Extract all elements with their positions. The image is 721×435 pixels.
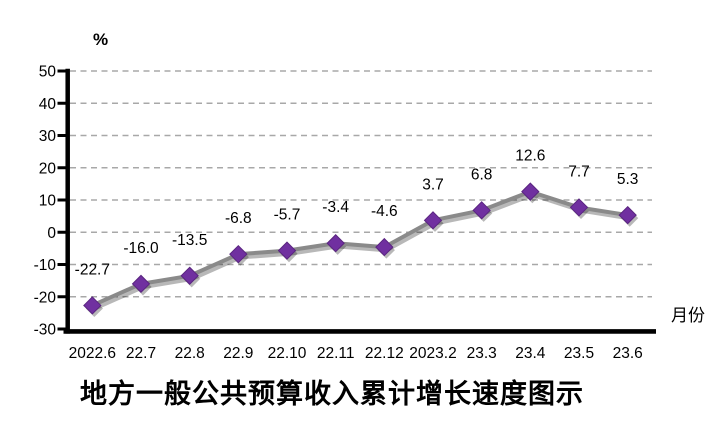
- x-category-label: 2023.2: [409, 345, 456, 362]
- x-category-label: 22.12: [365, 345, 404, 362]
- data-point-marker: [423, 211, 443, 230]
- data-point-marker: [180, 266, 199, 285]
- data-point-marker: [618, 205, 637, 225]
- series-line-shadow: [92, 192, 632, 311]
- data-label: -6.8: [225, 210, 252, 227]
- x-category-label: 23.5: [564, 345, 594, 362]
- x-category-label: 23.3: [467, 345, 497, 362]
- data-label: 3.7: [422, 176, 444, 193]
- x-category-label: 22.10: [268, 345, 307, 362]
- y-tick-label: 30: [39, 128, 57, 145]
- data-point-marker: [472, 201, 491, 220]
- y-tick-label: -10: [34, 257, 57, 274]
- data-label: -4.6: [371, 203, 398, 220]
- data-point-marker: [326, 234, 345, 253]
- chart-title: 地方一般公共预算收入累计增长速度图示: [80, 379, 584, 409]
- x-category-label: 23.4: [515, 345, 546, 362]
- data-label: 12.6: [515, 148, 545, 165]
- data-label: -16.0: [123, 240, 159, 257]
- data-point-marker: [83, 296, 102, 315]
- data-label: -13.5: [172, 232, 207, 249]
- x-category-label: 23.6: [613, 345, 643, 362]
- data-label: -22.7: [75, 261, 110, 278]
- data-label: 6.8: [471, 166, 493, 183]
- y-tick-label: 40: [39, 96, 57, 113]
- data-point-marker: [277, 241, 297, 260]
- x-category-label: 22.9: [223, 345, 253, 362]
- data-label: 5.3: [617, 171, 639, 188]
- data-point-marker: [375, 237, 394, 257]
- data-point-marker: [569, 198, 589, 217]
- data-label: 7.7: [568, 163, 590, 180]
- x-axis-title: 月份: [671, 306, 705, 325]
- data-point-marker: [131, 274, 151, 294]
- y-tick-label: -30: [34, 322, 57, 339]
- data-label: -5.7: [274, 207, 301, 224]
- y-tick-label: 20: [39, 160, 57, 177]
- x-category-label: 22.8: [175, 345, 205, 362]
- y-tick-label: 0: [47, 225, 56, 242]
- data-point-marker: [521, 182, 540, 201]
- data-point-marker: [229, 244, 248, 264]
- x-category-label: 2022.6: [69, 345, 116, 362]
- y-tick-label: 10: [39, 193, 57, 210]
- x-category-label: 22.11: [317, 345, 355, 362]
- y-tick-label: -20: [34, 289, 57, 306]
- series-line: [90, 189, 630, 308]
- x-category-label: 22.7: [126, 345, 156, 362]
- data-label: -3.4: [322, 199, 349, 216]
- y-tick-label: 50: [39, 64, 57, 81]
- y-axis-unit-label: %: [93, 30, 109, 49]
